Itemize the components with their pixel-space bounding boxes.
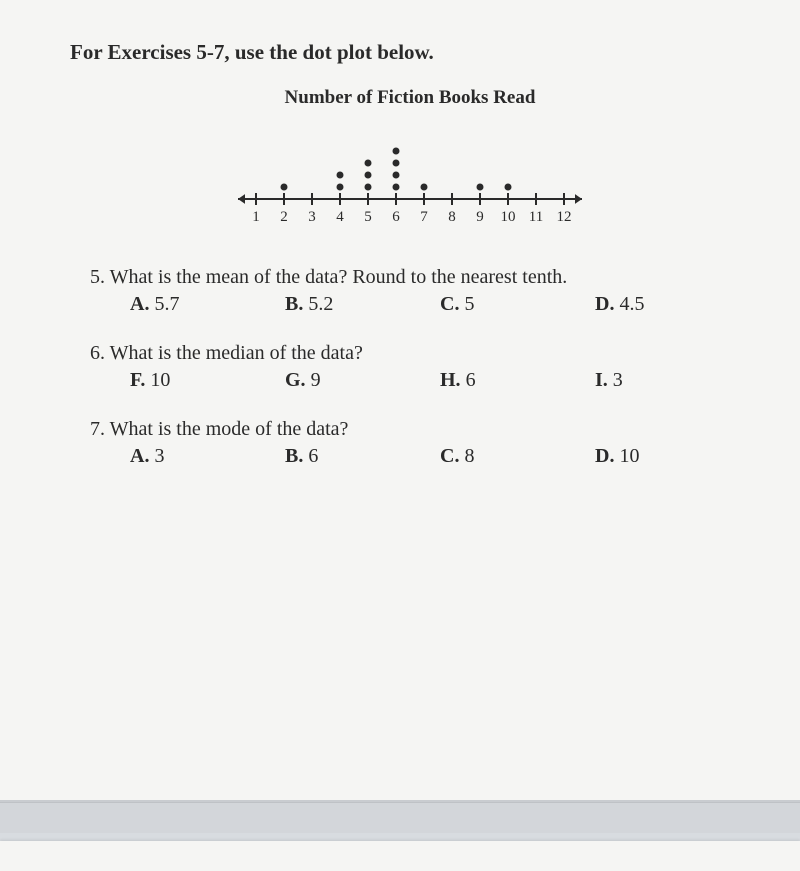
choice-letter: C. <box>440 445 464 467</box>
question-7: 7. What is the mode of the data? <box>90 418 750 441</box>
choice-5-C: C. 5 <box>440 293 595 316</box>
gap-strip <box>0 802 800 833</box>
choice-value: 3 <box>154 445 164 467</box>
question-6: 6. What is the median of the data? <box>90 342 750 365</box>
svg-text:5: 5 <box>364 209 372 225</box>
worksheet-page: For Exercises 5-7, use the dot plot belo… <box>0 0 800 802</box>
choice-value: 5.2 <box>308 293 333 315</box>
svg-text:10: 10 <box>501 209 516 225</box>
choice-value: 4.5 <box>619 293 644 315</box>
choice-value: 10 <box>619 445 639 467</box>
questions-block: 5. What is the mean of the data? Round t… <box>70 266 750 468</box>
svg-text:2: 2 <box>280 209 288 225</box>
choice-value: 5.7 <box>154 293 179 315</box>
dotplot: 123456789101112 <box>226 121 594 236</box>
choice-value: 9 <box>311 369 321 391</box>
choice-7-B: B. 6 <box>285 445 440 468</box>
choice-6-I: I. 3 <box>595 369 750 392</box>
choices-6: F. 10G. 9H. 6I. 3 <box>130 369 750 392</box>
choice-letter: H. <box>440 369 466 391</box>
choice-letter: B. <box>285 445 308 467</box>
choices-5: A. 5.7B. 5.2C. 5D. 4.5 <box>130 293 750 316</box>
choice-value: 6 <box>308 445 318 467</box>
choice-7-A: A. 3 <box>130 445 285 468</box>
choice-letter: A. <box>130 293 154 315</box>
choice-value: 6 <box>466 369 476 391</box>
svg-text:11: 11 <box>529 209 543 225</box>
choice-letter: I. <box>595 369 613 391</box>
choice-letter: C. <box>440 293 464 315</box>
svg-text:1: 1 <box>252 209 260 225</box>
choice-letter: A. <box>130 445 154 467</box>
svg-text:3: 3 <box>308 209 316 225</box>
next-page-peek <box>0 841 800 871</box>
question-5: 5. What is the mean of the data? Round t… <box>90 266 750 289</box>
choice-letter: D. <box>595 445 619 467</box>
choice-letter: D. <box>595 293 619 315</box>
choice-value: 3 <box>613 369 623 391</box>
svg-text:7: 7 <box>420 209 428 225</box>
chart-title: Number of Fiction Books Read <box>70 87 750 109</box>
choice-7-D: D. 10 <box>595 445 750 468</box>
svg-text:12: 12 <box>557 209 572 225</box>
choices-7: A. 3B. 6C. 8D. 10 <box>130 445 750 468</box>
dotplot-svg: 123456789101112 <box>226 121 594 231</box>
choice-value: 8 <box>464 445 474 467</box>
svg-text:9: 9 <box>476 209 484 225</box>
choice-5-D: D. 4.5 <box>595 293 750 316</box>
svg-text:6: 6 <box>392 209 400 225</box>
instruction-text: For Exercises 5-7, use the dot plot belo… <box>70 40 750 65</box>
choice-5-A: A. 5.7 <box>130 293 285 316</box>
choice-6-F: F. 10 <box>130 369 285 392</box>
choice-value: 5 <box>464 293 474 315</box>
choice-value: 10 <box>150 369 170 391</box>
svg-text:4: 4 <box>336 209 344 225</box>
choice-6-G: G. 9 <box>285 369 440 392</box>
choice-letter: G. <box>285 369 311 391</box>
choice-letter: F. <box>130 369 150 391</box>
choice-letter: B. <box>285 293 308 315</box>
choice-7-C: C. 8 <box>440 445 595 468</box>
dotplot-container: Number of Fiction Books Read 12345678910… <box>70 87 750 236</box>
choice-6-H: H. 6 <box>440 369 595 392</box>
choice-5-B: B. 5.2 <box>285 293 440 316</box>
svg-text:8: 8 <box>448 209 456 225</box>
